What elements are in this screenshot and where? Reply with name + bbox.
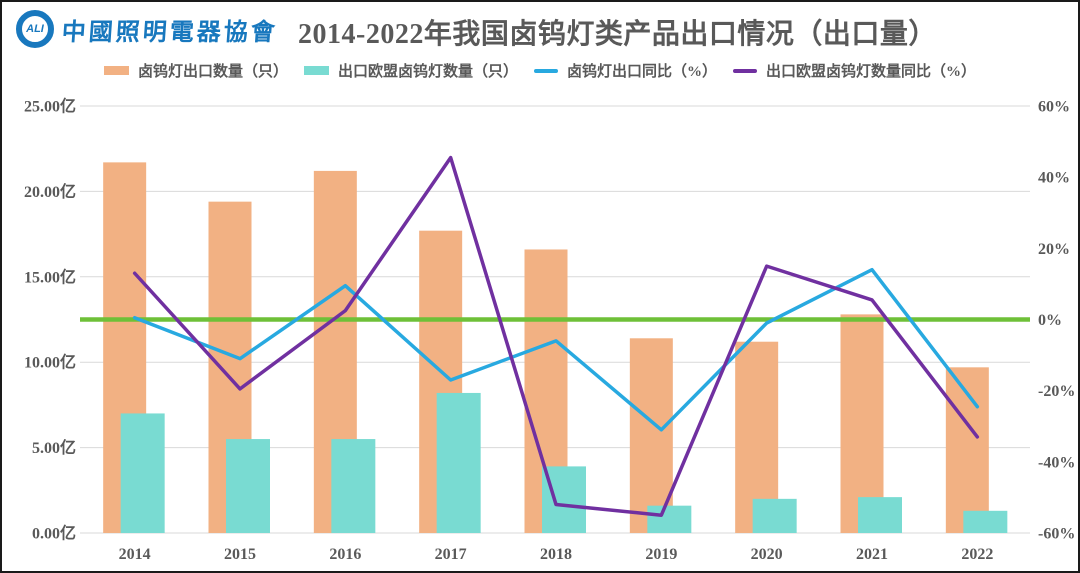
- bar-series1-2015: [226, 439, 270, 533]
- org-logo: ALI 中國照明電器協會: [16, 10, 279, 48]
- x-axis-label-2017: 2017: [435, 546, 467, 563]
- left-axis-label-4: 5.00亿: [32, 438, 76, 457]
- legend-bar-swatch-1: [303, 66, 329, 75]
- legend-line-swatch-3: [733, 68, 758, 73]
- x-axis-label-2014: 2014: [119, 546, 151, 563]
- bar-series1-2021: [858, 497, 902, 533]
- line-series-1: [132, 155, 980, 517]
- legend-item-1: 出口欧盟卤钨灯数量（只）: [303, 60, 518, 81]
- legend-bar-swatch-0: [103, 66, 129, 75]
- right-axis-label-2: 20%: [1038, 241, 1070, 258]
- bar-series1-2016: [331, 439, 376, 533]
- chart-legend: 卤钨灯出口数量（只） 出口欧盟卤钨灯数量（只） 卤钨灯出口同比（%） 出口欧盟卤钨灯数…: [2, 60, 1078, 81]
- legend-item-2: 卤钨灯出口同比（%）: [534, 60, 717, 81]
- legend-label-0: 卤钨灯出口数量（只）: [137, 64, 288, 80]
- x-axis-label-2016: 2016: [329, 546, 361, 563]
- bar-series1-2020: [752, 498, 797, 533]
- cali-ring-text: ALI: [26, 23, 44, 35]
- x-axis-label-2015: 2015: [224, 546, 256, 563]
- chart-title: 2014-2022年我国卤钨灯类产品出口情况（出口量）: [298, 19, 937, 50]
- x-axis-label-2020: 2020: [751, 546, 783, 563]
- bar-series1-2017: [436, 392, 481, 533]
- left-axis-label-3: 10.00亿: [24, 353, 76, 372]
- right-axis-label-3: 0%: [1038, 312, 1062, 329]
- bar-series1-2014: [120, 413, 165, 533]
- legend-label-3: 出口欧盟卤钨灯数量同比（%）: [766, 64, 977, 80]
- bar-series1-2019: [647, 505, 692, 533]
- legend-item-0: 卤钨灯出口数量（只）: [103, 60, 288, 81]
- bar-series1-2022: [963, 510, 1008, 533]
- legend-item-3: 出口欧盟卤钨灯数量同比（%）: [733, 60, 976, 81]
- cali-ring-icon: ALI: [16, 10, 54, 48]
- bar-series0-2021: [840, 314, 884, 533]
- right-axis-label-1: 40%: [1038, 170, 1070, 187]
- left-axis-label-5: 0.00亿: [32, 524, 76, 543]
- right-axis-label-0: 60%: [1038, 99, 1070, 116]
- legend-label-2: 卤钨灯出口同比（%）: [567, 64, 718, 80]
- right-axis-label-5: -40%: [1038, 454, 1075, 471]
- left-axis-label-2: 15.00亿: [24, 267, 76, 286]
- right-axis-label-6: -60%: [1038, 526, 1075, 543]
- left-axis-label-0: 25.00亿: [24, 97, 76, 116]
- legend-line-swatch-2: [534, 68, 558, 73]
- x-axis-label-2022: 2022: [961, 546, 993, 563]
- legend-label-1: 出口欧盟卤钨灯数量（只）: [337, 64, 518, 80]
- x-axis-label-2019: 2019: [645, 546, 677, 563]
- x-axis-label-2021: 2021: [856, 546, 888, 563]
- left-axis-label-1: 20.00亿: [24, 182, 76, 201]
- right-axis-label-4: -20%: [1038, 383, 1075, 400]
- x-axis-label-2018: 2018: [540, 546, 572, 563]
